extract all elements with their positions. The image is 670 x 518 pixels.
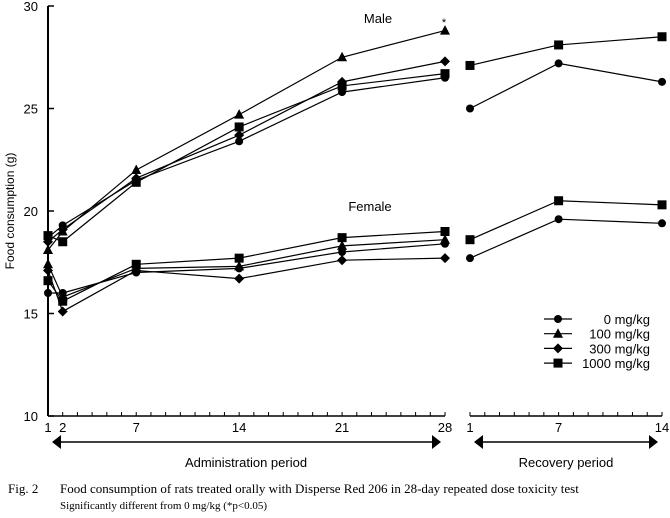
recovery-period-label: Recovery period bbox=[519, 455, 614, 470]
y-tick-label: 10 bbox=[24, 409, 38, 424]
recovery-point-female-0-mg-kg bbox=[466, 254, 474, 263]
recovery-series-line-male-1000-mg-kg bbox=[469, 36, 663, 67]
administration-point-female-100-mg-kg bbox=[43, 258, 53, 269]
recovery-point-female-1000-mg-kg bbox=[554, 196, 564, 206]
recovery-series-line-male-0-mg-kg bbox=[469, 62, 663, 110]
administration-point-female-1000-mg-kg bbox=[131, 259, 141, 269]
administration-point-female-0-mg-kg bbox=[44, 289, 52, 297]
administration-x-tick-label: 21 bbox=[335, 420, 349, 435]
administration-point-male-1000-mg-kg bbox=[43, 231, 53, 241]
administration-point-male-100-mg-kg bbox=[43, 244, 53, 254]
administration-point-female-1000-mg-kg bbox=[337, 233, 347, 243]
recovery-point-female-0-mg-kg bbox=[658, 219, 666, 228]
y-axis-label: Food consumption (g) bbox=[3, 153, 17, 270]
recovery-x-tick-label: 14 bbox=[655, 420, 669, 435]
legend-marker-circle-icon bbox=[554, 315, 562, 323]
administration-point-male-100-mg-kg bbox=[234, 109, 245, 119]
labels: Food consumption (g) Male Female Adminis… bbox=[3, 11, 613, 470]
administration-arrow-left-head bbox=[52, 435, 61, 449]
administration-point-female-100-mg-kg bbox=[337, 240, 348, 250]
administration-period-label: Administration period bbox=[185, 455, 307, 470]
administration-x-tick-label: 1 bbox=[44, 420, 51, 435]
recovery-series-line-female-0-mg-kg bbox=[469, 218, 663, 259]
recovery-point-female-1000-mg-kg bbox=[657, 200, 667, 210]
recovery-x-tick-label: 1 bbox=[466, 420, 473, 435]
recovery-x-tick-label: 7 bbox=[555, 420, 562, 435]
administration-series-line-male-300-mg-kg bbox=[47, 60, 446, 243]
administration-point-male-100-mg-kg bbox=[131, 164, 142, 174]
administration-point-female-1000-mg-kg bbox=[58, 296, 68, 306]
recovery-point-male-1000-mg-kg bbox=[554, 40, 564, 50]
recovery-point-male-0-mg-kg bbox=[554, 59, 563, 68]
administration-point-male-300-mg-kg bbox=[57, 224, 68, 235]
significance-asterisk: * bbox=[442, 17, 447, 29]
administration-series-line-female-0-mg-kg bbox=[48, 243, 446, 294]
recovery-point-female-1000-mg-kg bbox=[465, 235, 475, 245]
administration-point-male-1000-mg-kg bbox=[58, 237, 68, 247]
administration-point-female-1000-mg-kg bbox=[43, 276, 53, 286]
administration-series-line-female-100-mg-kg bbox=[47, 239, 446, 298]
administration-point-male-300-mg-kg bbox=[440, 56, 450, 67]
administration-point-male-1000-mg-kg bbox=[234, 122, 244, 132]
recovery-series-line-female-1000-mg-kg bbox=[469, 200, 663, 241]
y-tick-label: 20 bbox=[24, 204, 38, 219]
administration-x-tick-label: 2 bbox=[59, 420, 66, 435]
recovery-arrow-left-head bbox=[474, 435, 483, 449]
recovery-arrow-right-head bbox=[649, 435, 658, 449]
legend-label: 100 mg/kg bbox=[589, 327, 650, 342]
caption-note: Significantly different from 0 mg/kg (*p… bbox=[60, 500, 268, 512]
administration-series-line-male-100-mg-kg bbox=[47, 30, 446, 251]
administration-x-tick-label: 28 bbox=[438, 420, 452, 435]
administration-point-male-1000-mg-kg bbox=[440, 69, 450, 79]
caption-text: Food consumption of rats treated orally … bbox=[60, 481, 579, 496]
legend-marker-square-icon bbox=[553, 358, 563, 368]
recovery-point-male-0-mg-kg bbox=[466, 104, 474, 113]
recovery-point-male-0-mg-kg bbox=[658, 77, 666, 86]
y-tick-label: 15 bbox=[24, 307, 38, 322]
legend-label: 1000 mg/kg bbox=[582, 356, 650, 371]
administration-point-female-300-mg-kg bbox=[234, 273, 245, 284]
series-layer bbox=[43, 25, 667, 317]
administration-point-male-1000-mg-kg bbox=[131, 177, 141, 187]
administration-x-tick-label: 7 bbox=[133, 420, 140, 435]
administration-point-female-300-mg-kg bbox=[57, 306, 68, 317]
administration-point-male-100-mg-kg bbox=[440, 25, 450, 35]
administration-series-line-male-1000-mg-kg bbox=[47, 73, 446, 243]
administration-point-female-100-mg-kg bbox=[234, 260, 245, 271]
legend-label: 300 mg/kg bbox=[589, 341, 650, 356]
administration-point-male-0-mg-kg bbox=[235, 137, 244, 146]
female-label: Female bbox=[348, 199, 391, 214]
recovery-point-male-1000-mg-kg bbox=[657, 32, 667, 42]
recovery-point-male-1000-mg-kg bbox=[465, 60, 475, 70]
legend-marker-triangle-icon bbox=[553, 328, 563, 338]
administration-point-female-0-mg-kg bbox=[338, 248, 347, 256]
legend-label: 0 mg/kg bbox=[604, 312, 650, 327]
recovery-point-female-0-mg-kg bbox=[554, 215, 563, 224]
figure-number: Fig. 2 bbox=[8, 481, 39, 496]
administration-x-tick-label: 14 bbox=[232, 420, 246, 435]
administration-point-female-1000-mg-kg bbox=[440, 227, 450, 236]
y-tick-label: 30 bbox=[24, 0, 38, 14]
administration-point-female-300-mg-kg bbox=[337, 255, 348, 266]
male-label: Male bbox=[364, 11, 392, 26]
y-tick-label: 25 bbox=[24, 102, 38, 117]
administration-arrow-right-head bbox=[432, 435, 441, 449]
administration-point-female-300-mg-kg bbox=[440, 253, 450, 264]
administration-point-male-100-mg-kg bbox=[337, 51, 348, 62]
administration-point-female-300-mg-kg bbox=[43, 265, 53, 276]
figure-caption: Fig. 2 Food consumption of rats treated o… bbox=[8, 481, 579, 497]
administration-point-female-100-mg-kg bbox=[440, 234, 450, 244]
legend-marker-diamond-icon bbox=[553, 343, 563, 354]
administration-point-female-1000-mg-kg bbox=[234, 253, 244, 263]
administration-point-male-1000-mg-kg bbox=[337, 81, 347, 91]
administration-series-line-female-1000-mg-kg bbox=[47, 230, 446, 302]
administration-series-line-female-300-mg-kg bbox=[47, 257, 446, 313]
administration-point-male-300-mg-kg bbox=[234, 130, 245, 141]
